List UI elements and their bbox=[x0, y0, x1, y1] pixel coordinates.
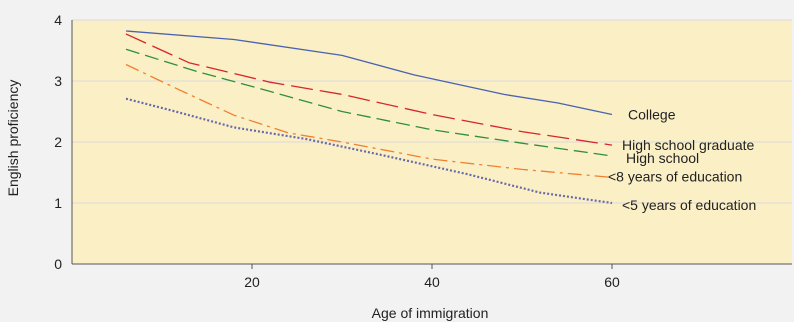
series-line-0 bbox=[125, 30, 613, 116]
gridlines bbox=[72, 19, 792, 204]
x-tick-label: 40 bbox=[424, 274, 440, 290]
axes: 0 1 2 3 4 20 40 60 bbox=[54, 12, 792, 290]
x-axis-label: Age of immigration bbox=[372, 305, 489, 321]
series-line-2 bbox=[125, 48, 613, 157]
series-label-1: High school graduate bbox=[622, 137, 755, 153]
y-tick-label: 4 bbox=[54, 12, 62, 28]
series-line-1 bbox=[125, 33, 613, 146]
y-tick-label: 1 bbox=[54, 195, 62, 211]
series-label-3: <8 years of education bbox=[608, 168, 742, 184]
series-line-4 bbox=[125, 97, 613, 205]
series-label-2: High school bbox=[626, 150, 699, 166]
y-tick-label: 0 bbox=[54, 256, 62, 272]
y-axis-label: English proficiency bbox=[5, 80, 21, 197]
y-tick-label: 2 bbox=[54, 134, 62, 150]
y-tick-label: 3 bbox=[54, 73, 62, 89]
series-label-4: <5 years of education bbox=[622, 197, 756, 213]
x-tick-label: 20 bbox=[244, 274, 260, 290]
series-line-3 bbox=[125, 63, 613, 179]
series-lines bbox=[125, 30, 613, 205]
x-tick-label: 60 bbox=[604, 274, 620, 290]
series-label-0: College bbox=[628, 107, 676, 123]
